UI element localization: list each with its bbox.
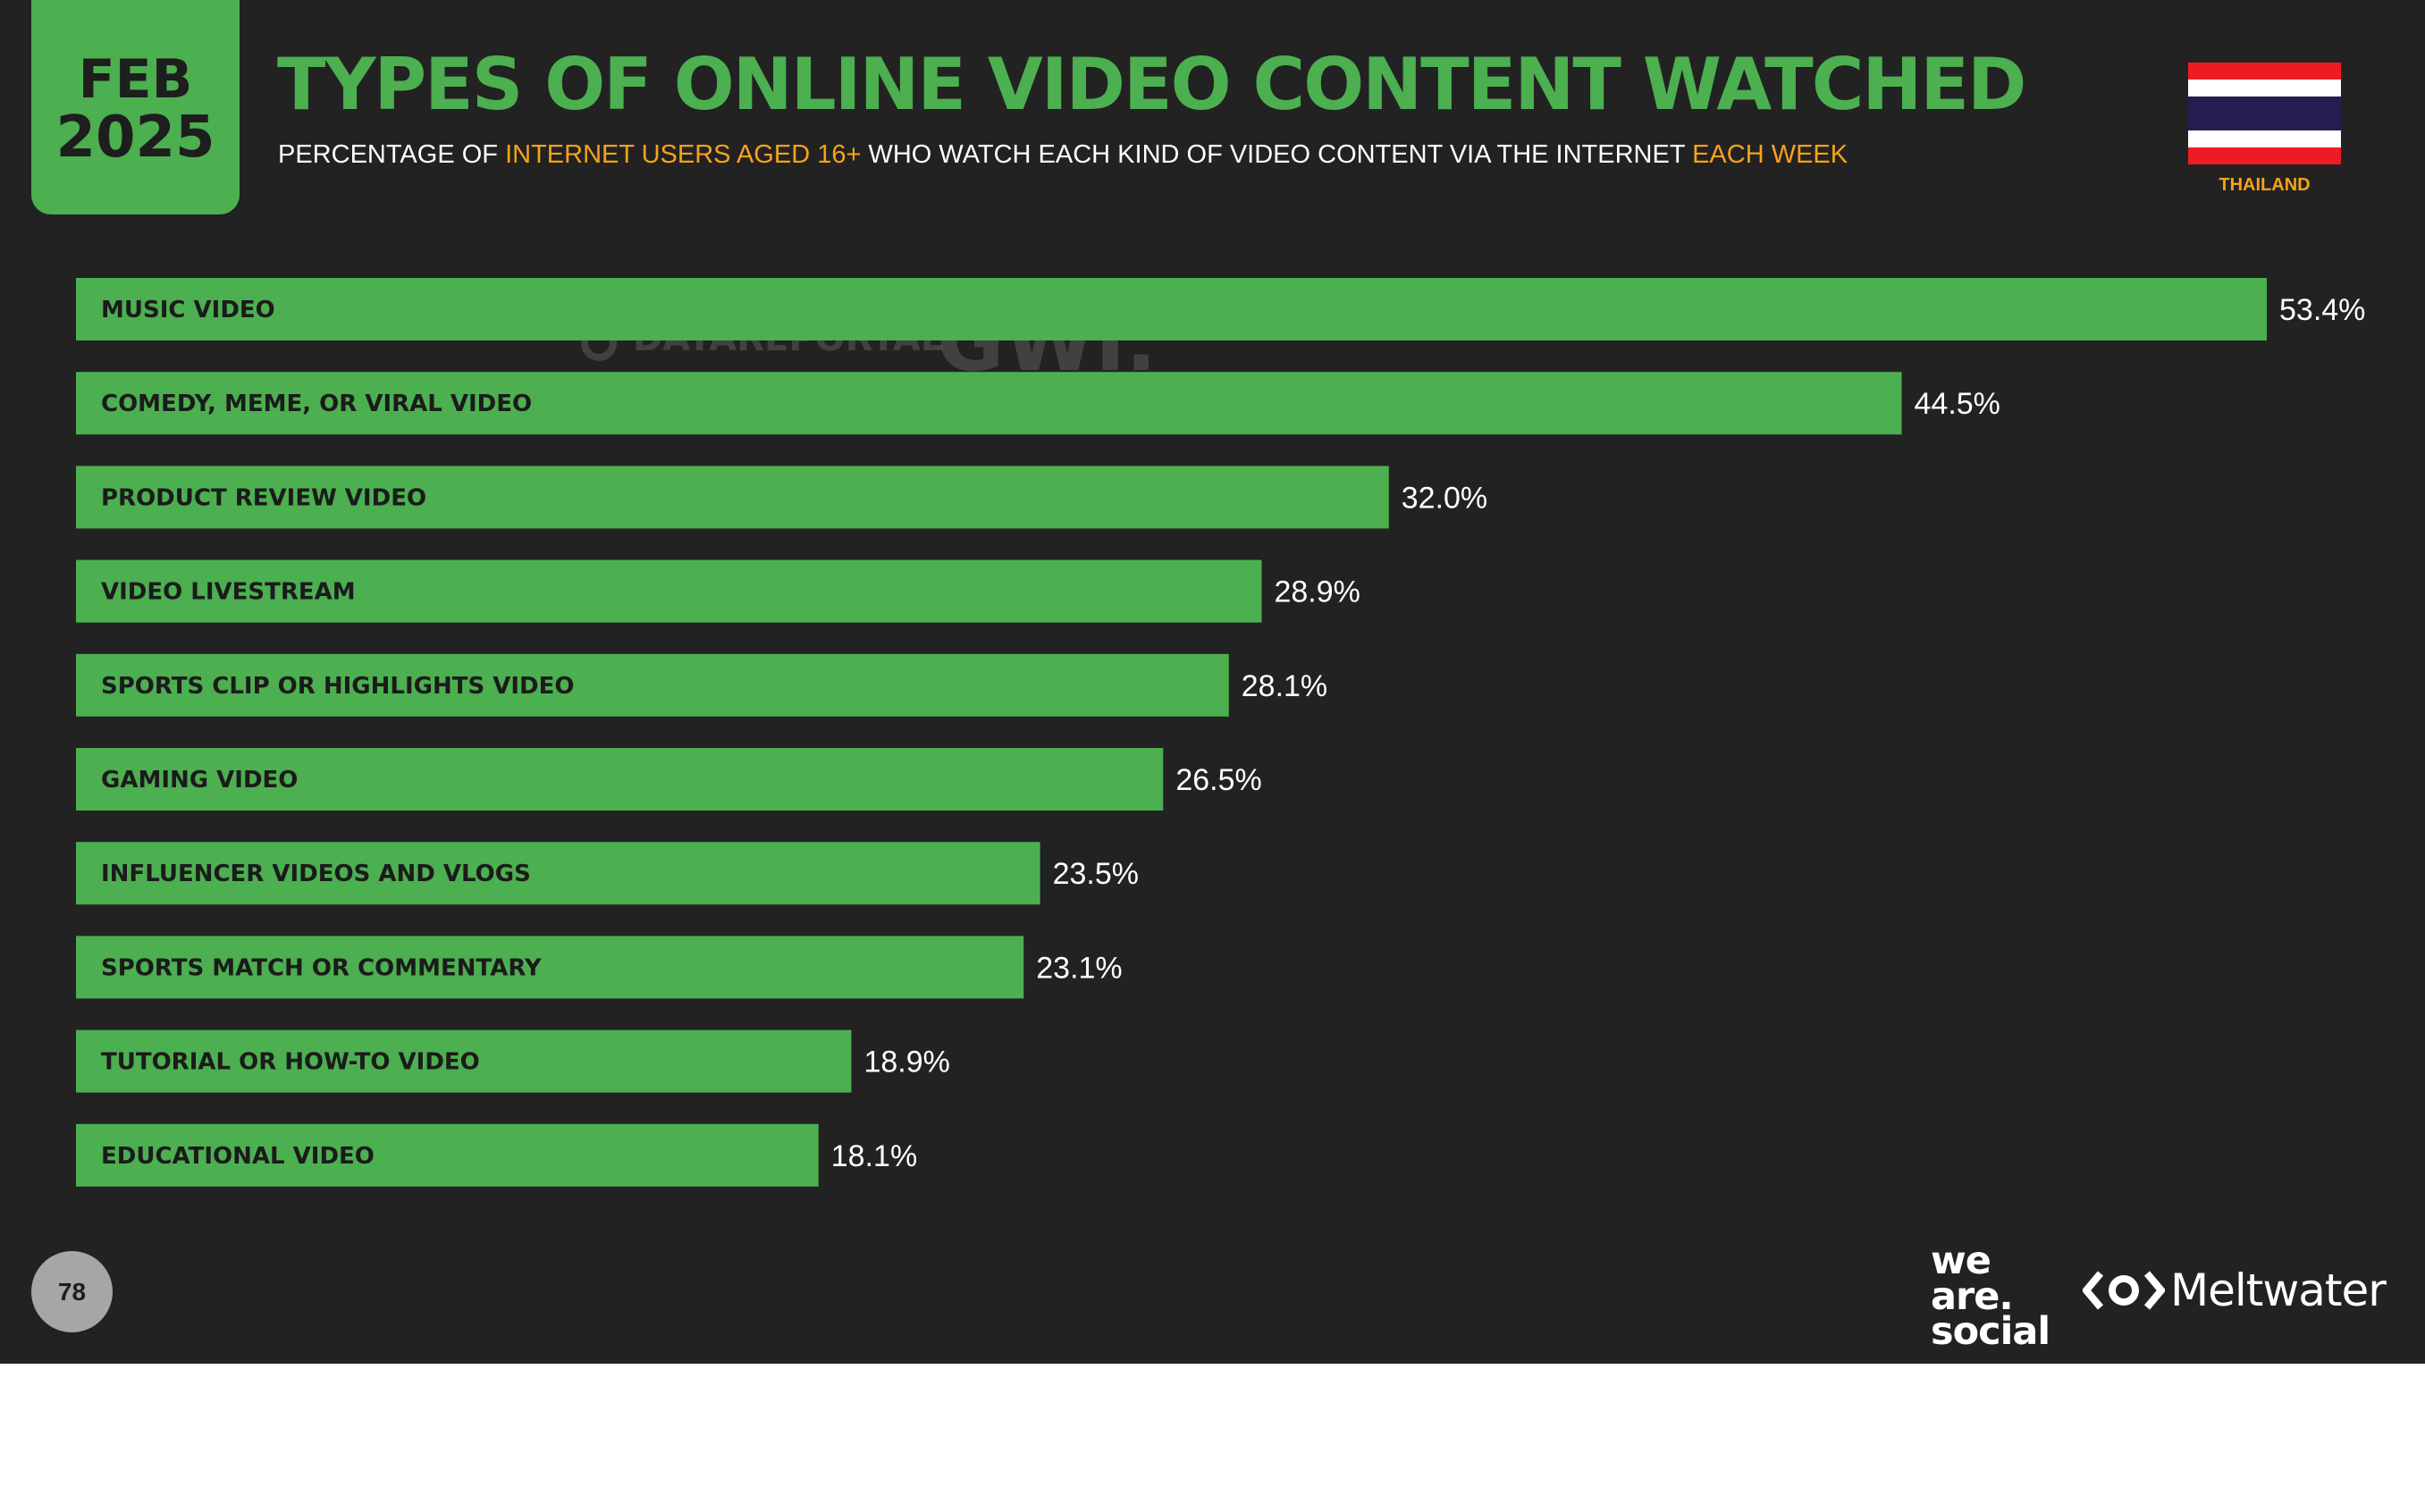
bar-value-label: 18.1%	[831, 1139, 917, 1173]
subtitle-text-1: PERCENTAGE OF	[278, 140, 506, 169]
bar	[76, 559, 1262, 623]
bar-category-label: EDUCATIONAL VIDEO	[101, 1143, 375, 1170]
bar-category-label: TUTORIAL OR HOW-TO VIDEO	[101, 1049, 480, 1076]
subtitle-highlight-1: INTERNET USERS AGED 16+	[505, 140, 862, 169]
bar-chart: DATAREPORTAL GWI. MUSIC VIDEO53.4%COMEDY…	[76, 278, 2365, 1187]
bar	[76, 1029, 852, 1093]
logo-meltwater-text: Meltwater	[2170, 1264, 2387, 1316]
bar-category-label: COMEDY, MEME, OR VIRAL VIDEO	[101, 391, 532, 417]
bar	[76, 653, 1229, 717]
bar-value-label: 23.1%	[1036, 951, 1122, 985]
bar	[76, 1123, 819, 1187]
bars: MUSIC VIDEO 53.4% COMEDY, MEME, OR VIRAL V…	[76, 278, 2365, 1187]
logo-social-text: social	[1931, 1309, 2050, 1355]
bar-value-label: 28.1%	[1242, 669, 1327, 703]
logo-we-text: we	[1931, 1239, 1991, 1283]
bar-value-label: 53.4%	[2279, 293, 2365, 327]
subtitle-text-2: WHO WATCH EACH KIND OF VIDEO CONTENT VIA…	[861, 140, 1693, 169]
bar-value-label: 23.5%	[1053, 857, 1139, 891]
slide: FEB 2025 TYPES OF ONLINE VIDEO CONTENT W…	[0, 0, 2425, 1364]
we-are-social-logo: we are. social	[1931, 1239, 2050, 1355]
bar-category-label: MUSIC VIDEO	[101, 297, 275, 323]
bar-value-label: 18.9%	[863, 1046, 949, 1079]
bar-category-label: GAMING VIDEO	[101, 767, 298, 794]
subtitle-highlight-2: EACH WEEK	[1692, 140, 1848, 169]
chart-subtitle: PERCENTAGE OF INTERNET USERS AGED 16+ WH…	[278, 140, 1848, 170]
date-year: 2025	[55, 104, 215, 171]
bar-category-label: SPORTS MATCH OR COMMENTARY	[101, 954, 543, 981]
bar-category-label: INFLUENCER VIDEOS AND VLOGS	[101, 861, 531, 887]
bar-category-label: VIDEO LIVESTREAM	[101, 579, 356, 606]
date-badge: FEB 2025	[31, 0, 240, 214]
thailand-flag-icon	[2188, 63, 2341, 164]
bar	[76, 372, 1902, 435]
page-number: 78	[31, 1251, 113, 1332]
meltwater-mark-icon	[2083, 1271, 2165, 1310]
bar-value-label: 32.0%	[1402, 481, 1487, 515]
bar-value-label: 26.5%	[1175, 763, 1261, 797]
bar	[76, 466, 1389, 529]
chart-title: TYPES OF ONLINE VIDEO CONTENT WATCHED	[277, 43, 2026, 126]
logo-are-text: are.	[1931, 1273, 2014, 1319]
country-label: THAILAND	[2219, 175, 2311, 195]
bar-value-label: 28.9%	[1274, 575, 1360, 609]
meltwater-logo: Meltwater	[2083, 1264, 2387, 1316]
bar-category-label: PRODUCT REVIEW VIDEO	[101, 484, 426, 511]
bar-category-label: SPORTS CLIP OR HIGHLIGHTS VIDEO	[101, 673, 574, 700]
bar	[76, 936, 1024, 999]
date-month: FEB	[78, 47, 193, 111]
bar-value-label: 44.5%	[1915, 387, 2000, 421]
bar	[76, 748, 1164, 811]
bar	[76, 278, 2267, 340]
bar	[76, 842, 1040, 905]
